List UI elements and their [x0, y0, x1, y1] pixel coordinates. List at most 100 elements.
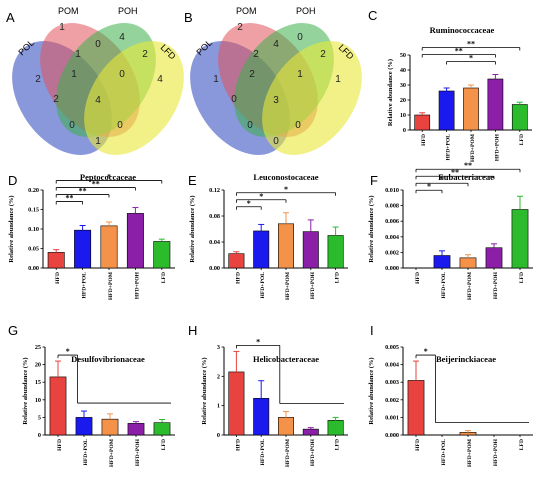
- y-tick-label: 0.10: [28, 226, 39, 233]
- bar-HFD: [407, 380, 425, 436]
- x-tick-label: HFD+POL: [446, 134, 452, 161]
- x-tick-label: HFD+POH: [494, 133, 500, 161]
- y-tick-label: 2: [217, 373, 220, 380]
- x-tick-label: HFD: [421, 134, 427, 146]
- sig-label: *: [424, 347, 428, 356]
- x-tick-label: HFD+POM: [285, 438, 291, 467]
- y-tick-label: 20: [400, 97, 406, 104]
- y-tick-label: 40: [400, 67, 406, 74]
- x-tick-label: HFD+POH: [134, 271, 140, 299]
- chart-C: C Ruminococcaceae 0 10 20 30 40 50 Relative abun…: [368, 8, 532, 162]
- venn-count-POH_only: 0: [297, 32, 303, 43]
- chart-I: I Beijerinckiaceae 0.000 0.001 0.002 0.003 0.0…: [368, 323, 533, 467]
- sig-label: *: [259, 192, 263, 201]
- sig-label: *: [107, 173, 111, 182]
- x-tick-label: HFD+POH: [310, 271, 316, 299]
- bar-HFD+POL: [75, 417, 93, 436]
- x-tick-label: LFD: [519, 272, 525, 283]
- bar-HFD+POM: [100, 225, 118, 269]
- y-tick-label: 0.008: [385, 203, 399, 210]
- x-tick-label: HFD: [57, 439, 63, 451]
- panel-letter-B: B: [184, 10, 193, 25]
- venn-count-POM_LFD: 0: [117, 120, 123, 131]
- y-axis-label: Relative abundance (%): [189, 195, 196, 262]
- chart-title: Leuconostocaceae: [253, 172, 318, 182]
- bar-HFD: [47, 252, 65, 269]
- venn-count-POL_POM_POH: 1: [71, 69, 77, 80]
- venn-count-POH_LFD: 2: [320, 49, 326, 60]
- y-tick-label: 0.006: [385, 218, 399, 225]
- bar-HFD+POH: [485, 247, 503, 269]
- bar-HFD+POL: [253, 398, 270, 436]
- bar-HFD+POH: [126, 213, 144, 269]
- y-tick-label: 0.05: [28, 246, 39, 253]
- venn-count-LFD_only: 1: [335, 74, 341, 85]
- x-tick-label: HFD: [415, 439, 421, 451]
- bar-HFD+POL: [74, 229, 92, 269]
- y-tick-label: 25: [35, 344, 41, 351]
- sig-label: **: [451, 168, 459, 177]
- y-tick-label: 30: [400, 82, 406, 89]
- y-tick-label: 3: [217, 344, 220, 351]
- bar-HFD+POH: [487, 78, 504, 131]
- bar-LFD: [511, 209, 529, 269]
- chart-title: Beijerinckiaceae: [436, 354, 496, 364]
- y-tick-label: 0.000: [385, 265, 399, 272]
- venn-count-POL_only: 2: [35, 74, 41, 85]
- venn-label-POM: POM: [58, 6, 79, 16]
- venn-count-POM_POH: 0: [95, 39, 101, 50]
- y-tick-label: 0.12: [209, 187, 220, 194]
- bar-HFD: [49, 376, 67, 436]
- bar-HFD+POL: [433, 255, 451, 269]
- bar-HFD+POM: [463, 87, 479, 131]
- bar-HFD+POM: [459, 257, 477, 269]
- y-tick-label: 0.003: [385, 379, 399, 386]
- chart-H: H Helicobacteraceae 0 1 2 3 Relative abundance…: [188, 323, 348, 467]
- panel-letter-F: F: [370, 173, 378, 188]
- sig-label: **: [92, 180, 100, 189]
- bar-HFD: [228, 253, 245, 269]
- panel-letter-D: D: [8, 173, 17, 188]
- bar-LFD: [327, 420, 344, 436]
- x-tick-label: LFD: [161, 439, 167, 450]
- venn-count-POM_POH_LFD: 1: [297, 69, 303, 80]
- chart-title: Peptococcaceae: [80, 172, 136, 182]
- chart-title: Eubacteriaceae: [438, 172, 494, 182]
- y-axis-label: Relative abundance (%): [22, 357, 29, 424]
- bar-HFD+POH: [302, 428, 319, 436]
- x-tick-label: HFD+POL: [441, 272, 447, 299]
- sig-label: *: [469, 54, 473, 63]
- bar-HFD+POH: [302, 231, 319, 269]
- venn-count-POH_LFD: 2: [142, 49, 148, 60]
- y-tick-label: 0.010: [385, 187, 399, 194]
- sig-label: *: [284, 185, 288, 194]
- bar-LFD: [153, 422, 171, 436]
- y-tick-label: 0: [403, 127, 406, 134]
- venn-count-LFD_only: 4: [157, 74, 163, 85]
- x-tick-label: HFD+POH: [135, 438, 141, 466]
- y-tick-label: 50: [400, 52, 406, 59]
- chart-E: E Leuconostocaceae 0.00 0.04 0.08 0.12 Relativ…: [188, 172, 348, 300]
- y-axis-label: Relative abundance (%): [8, 195, 15, 262]
- sig-label: *: [440, 175, 444, 184]
- x-tick-label: HFD: [235, 272, 241, 284]
- bar-HFD+POM: [459, 432, 477, 436]
- sig-label: **: [455, 47, 463, 56]
- bar-HFD+POM: [278, 223, 294, 269]
- y-tick-label: 0: [38, 432, 41, 439]
- y-tick-label: 0.001: [385, 414, 399, 421]
- y-tick-label: 0: [217, 432, 220, 439]
- x-tick-label: HFD+POL: [82, 272, 88, 299]
- x-tick-label: HFD+POH: [493, 438, 499, 466]
- venn-count-POL_POH: 0: [231, 94, 237, 105]
- x-tick-label: HFD+POM: [467, 271, 473, 300]
- x-tick-label: HFD+POL: [441, 439, 447, 466]
- venn-count-POM_POH: 4: [273, 39, 279, 50]
- venn-label-POH: POH: [296, 6, 316, 16]
- y-tick-label: 5: [38, 414, 41, 421]
- venn-count-all: 3: [273, 95, 279, 106]
- venn-count-POM_LFD: 0: [295, 120, 301, 131]
- sig-label: *: [247, 199, 251, 208]
